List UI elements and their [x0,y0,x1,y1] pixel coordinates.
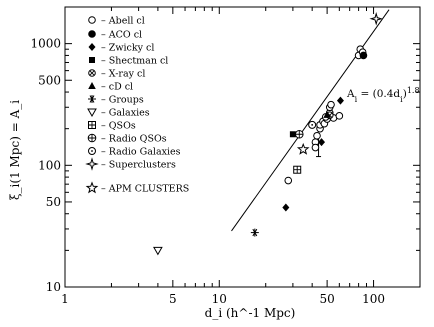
data-point-zwicky-cl [336,96,344,105]
data-point-radio-galaxies [308,120,317,129]
x-tick-label: 100 [362,292,385,306]
data-point-abell-cl [313,131,321,140]
legend-marker [88,121,96,129]
legend-label: – APM CLUSTERS [101,184,189,195]
legend-marker [88,16,96,24]
legend-label: – Galaxies [101,108,150,119]
axis-ticks [64,6,421,288]
x-tick-label: 1 [61,292,69,306]
legend-label: – Superclusters [101,160,176,171]
data-point-zwicky-cl [318,138,326,147]
data-point-superclusters [369,12,383,26]
legend-label: – Zwicky cl [101,43,154,54]
legend-marker [87,133,97,143]
y-tick-label: 50 [46,195,61,209]
data-point-abell-cl [327,100,335,109]
legend-label: – X-ray cl [101,69,145,80]
legend-label: – Radio QSOs [101,134,167,145]
legend-marker [88,30,96,38]
data-point-zwicky-cl [282,203,290,212]
legend-marker [85,157,99,171]
data-point-abell-cl [335,112,344,120]
data-point-groups [250,228,259,237]
legend-label: – QSOs [101,121,136,132]
fit-annotation: Ai = (0.4di)1.8 [346,86,420,104]
legend-label: – cD cl [101,82,133,93]
data-point-cd-cl [323,110,331,118]
data-point-aco-cl [359,51,368,60]
y-tick-label: 500 [38,73,61,87]
data-point-abell-cl [311,143,320,152]
legend: – Abell cl – ACO cl – Zwicky cl – Shectman … [85,16,189,195]
data-point-abell-cl [284,176,293,185]
y-axis-label: ξ_i(1 Mpc) = A_i [8,100,22,200]
axis-tick-labels: 1 5 10 50 100 10 50 100 500 1000 [30,37,385,306]
legend-label: – Abell cl [101,16,145,27]
y-tick-label: 100 [38,158,61,172]
x-tick-label: 10 [212,292,227,306]
data-point-radio-qsos [294,129,304,139]
legend-marker [88,82,96,89]
legend-marker [88,43,96,51]
data-point-apm-clusters [296,142,310,155]
y-tick-label: 10 [46,280,61,294]
plot-frame [64,6,421,288]
legend-label: – Radio Galaxies [101,147,181,158]
x-axis-label: d_i (h^-1 Mpc) [205,306,296,320]
data-point-shectman-cl [289,131,296,138]
legend-marker [88,95,96,103]
data-points [153,12,383,256]
legend-marker [88,69,96,77]
legend-label: – Shectman cl [101,56,168,67]
legend-marker [85,181,99,194]
legend-marker [87,108,97,118]
power-law-fit-line [231,9,390,232]
legend-label: – Groups [101,95,144,106]
legend-marker [88,147,96,155]
x-tick-label: 5 [169,292,177,306]
data-point-galaxies [153,246,163,256]
legend-marker [89,57,95,63]
x-tick-label: 50 [319,292,334,306]
y-tick-label: 1000 [30,37,61,51]
legend-label: – ACO cl [101,30,142,41]
data-point-qsos [293,165,302,174]
